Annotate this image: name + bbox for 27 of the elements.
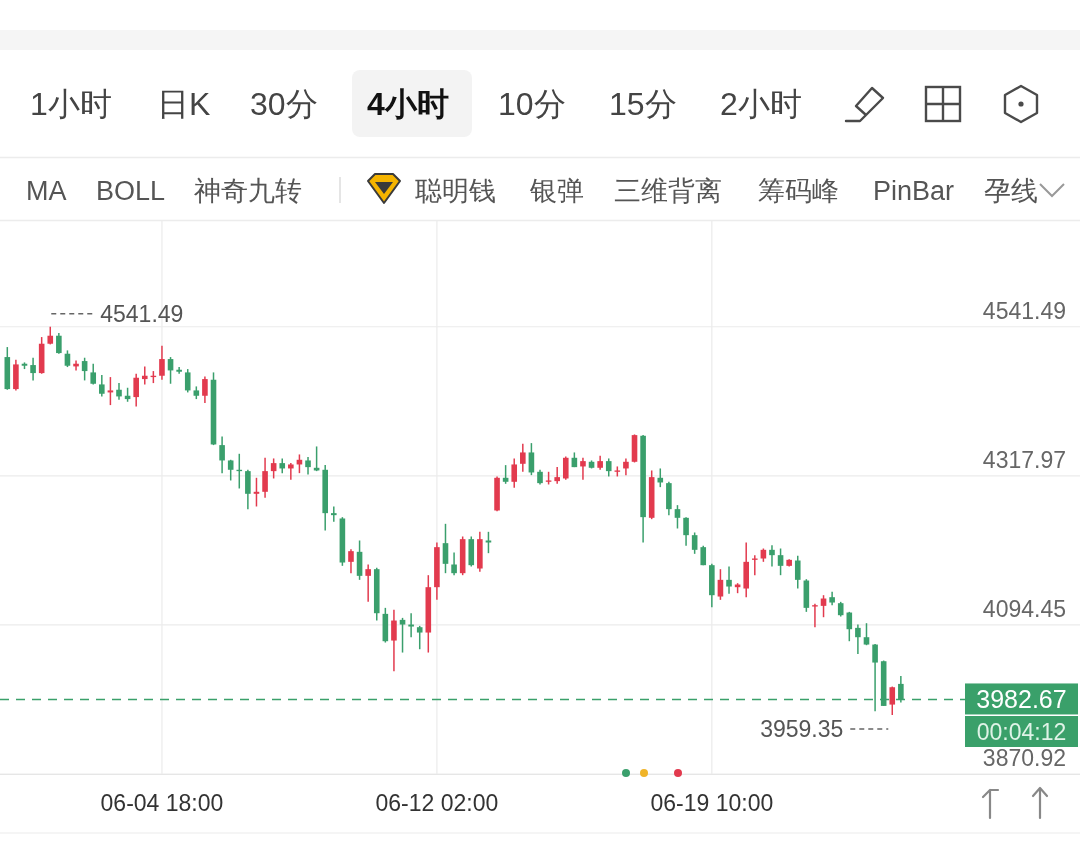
text: BOLL	[96, 176, 166, 206]
y-tick-label: 4094.45	[982, 595, 1066, 622]
text: 2小时	[720, 86, 802, 122]
text: 10分	[498, 86, 566, 122]
ref-line-label: 3982.67	[976, 685, 1067, 714]
text: MA	[26, 176, 67, 206]
text: 银弹	[529, 176, 584, 206]
text: PinBar	[873, 176, 955, 206]
text: 筹码峰	[758, 176, 839, 206]
text: 孕线	[984, 176, 1038, 206]
annotation: 4541.49	[100, 300, 184, 327]
text: 聪明钱	[415, 176, 496, 206]
text: 神奇九转	[194, 176, 302, 206]
y-tick-label: 4541.49	[982, 297, 1066, 324]
text: 日K	[157, 86, 211, 122]
text: 15分	[609, 86, 677, 122]
y-tick-label: 3870.92	[982, 745, 1066, 771]
annotation: 3959.35	[760, 716, 844, 743]
x-tick-label: 06-19 10:00	[650, 790, 774, 816]
x-tick-label: 06-12 02:00	[375, 790, 499, 816]
y-tick-label: 4317.97	[982, 446, 1066, 473]
text: 4小时	[367, 86, 449, 122]
x-tick-label: 06-04 18:00	[100, 790, 224, 816]
text: 30分	[250, 86, 318, 122]
text: 1小时	[30, 86, 112, 122]
text: 三维背离	[614, 176, 722, 206]
text: 00:04:12	[976, 719, 1067, 745]
